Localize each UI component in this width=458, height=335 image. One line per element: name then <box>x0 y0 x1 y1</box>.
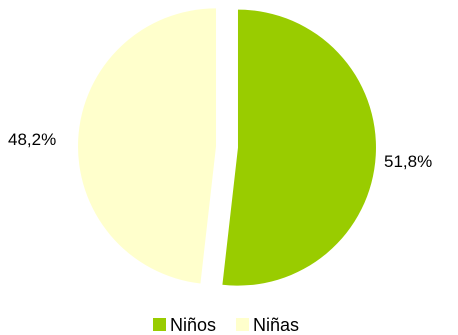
legend-label-ninos: Niños <box>170 315 216 335</box>
legend-label-ninas: Niñas <box>253 315 299 335</box>
legend: Niños Niñas <box>153 315 299 335</box>
legend-swatch-ninos <box>153 318 166 331</box>
slice-label-ninos: 51,8% <box>384 152 432 171</box>
slice-label-ninas: 48,2% <box>8 130 56 149</box>
pie-slice-ninas <box>78 8 217 284</box>
pie-slices <box>78 8 376 286</box>
pie-slice-ninos <box>222 9 376 286</box>
legend-swatch-ninas <box>236 318 249 331</box>
